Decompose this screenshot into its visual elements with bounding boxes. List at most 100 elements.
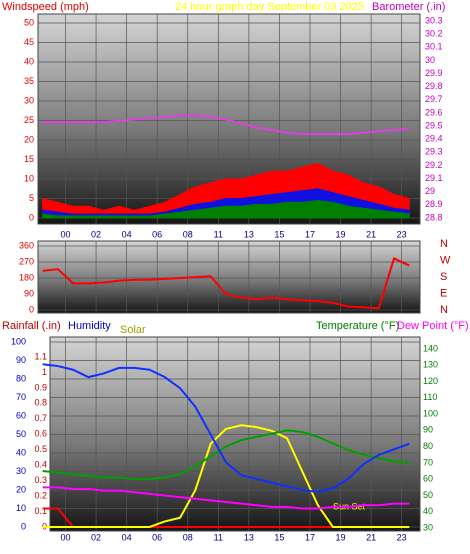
axis-title: Barometer (.in) <box>372 1 445 13</box>
y-tick-label: 270 <box>19 256 34 266</box>
y-tick-label: 50 <box>423 490 433 500</box>
y-tick-label: 29.8 <box>425 81 443 91</box>
x-tick-label: 17 <box>305 532 315 542</box>
line <box>42 429 410 481</box>
x-tick-label: 15 <box>274 532 284 542</box>
y-tick-label: 70 <box>16 392 26 402</box>
y-tick-label: 0.5 <box>34 444 47 454</box>
area <box>42 199 410 219</box>
y-tick-label: 70 <box>423 457 433 467</box>
x-tick-label: 23 <box>397 532 407 542</box>
y-tick-label: 15 <box>24 154 34 164</box>
y-tick-label: 0.6 <box>34 429 47 439</box>
y-tick-label: 0.8 <box>34 398 47 408</box>
y-tick-label: 28.9 <box>425 199 443 209</box>
line <box>42 424 410 528</box>
axis-title: Rainfall (.in) <box>2 320 61 332</box>
x-tick-label: 11 <box>214 229 223 239</box>
y-tick-label: N <box>440 238 448 250</box>
y-tick-label: E <box>440 287 447 299</box>
y-tick-label: 29.4 <box>425 134 443 144</box>
y-tick-label: 30 <box>425 55 435 65</box>
y-tick-label: 110 <box>423 392 437 402</box>
chart-title: 24 hour graph day September 03 2025 <box>175 1 364 13</box>
y-tick-label: 0.9 <box>34 382 47 392</box>
y-tick-label: 10 <box>24 173 34 183</box>
axis-title: Windspeed (mph) <box>2 1 89 13</box>
y-tick-label: 100 <box>11 336 26 346</box>
y-tick-label: 90 <box>423 425 433 435</box>
solar-label: Solar <box>120 324 146 336</box>
y-tick-label: 29.7 <box>425 94 443 104</box>
x-tick-label: 19 <box>336 229 346 239</box>
y-tick-label: 100 <box>423 408 438 418</box>
x-tick-label: 00 <box>60 532 70 542</box>
y-tick-label: 50 <box>16 429 26 439</box>
y-tick-label: 29.5 <box>425 120 443 130</box>
x-tick-label: 04 <box>122 229 132 239</box>
y-tick-label: S <box>440 271 447 283</box>
y-tick-label: 20 <box>24 134 34 144</box>
y-tick-label: 25 <box>24 115 34 125</box>
line <box>42 114 410 135</box>
y-tick-label: 0.1 <box>34 506 47 516</box>
y-tick-label: 120 <box>423 376 438 386</box>
y-tick-label: 30.3 <box>425 15 443 25</box>
x-tick-label: 21 <box>366 532 376 542</box>
y-tick-label: 29.6 <box>425 107 443 117</box>
x-tick-label: 17 <box>305 229 315 239</box>
y-tick-label: 30 <box>423 522 433 532</box>
y-tick-label: 29.2 <box>425 160 443 170</box>
x-tick-label: 19 <box>336 532 346 542</box>
y-tick-label: 35 <box>24 76 34 86</box>
x-tick-label: 06 <box>152 532 162 542</box>
y-tick-label: 40 <box>423 506 433 516</box>
y-tick-label: 0.2 <box>34 490 47 500</box>
y-tick-label: 0 <box>21 521 26 531</box>
y-tick-label: 0 <box>29 212 34 222</box>
x-tick-label: 21 <box>366 229 376 239</box>
y-tick-label: 10 <box>16 503 26 513</box>
y-tick-label: W <box>440 254 451 266</box>
y-tick-label: N <box>440 304 448 316</box>
x-tick-label: 02 <box>91 229 101 239</box>
x-tick-label: 11 <box>214 532 223 542</box>
y-tick-label: 0.7 <box>34 413 47 423</box>
axis-title: Temperature (°F) <box>316 320 399 332</box>
y-tick-label: 5 <box>29 193 34 203</box>
y-tick-label: 30.1 <box>425 42 443 52</box>
x-tick-label: 13 <box>244 229 254 239</box>
y-tick-label: 80 <box>16 373 26 383</box>
y-tick-label: 360 <box>19 240 34 250</box>
y-tick-label: 0 <box>29 304 34 314</box>
y-tick-label: 29.3 <box>425 147 443 157</box>
line <box>42 257 410 310</box>
dew-point-label: Dew Point (°F) <box>397 320 469 332</box>
y-tick-label: 0.4 <box>34 460 47 470</box>
y-tick-label: 140 <box>423 343 438 353</box>
x-tick-label: 06 <box>152 229 162 239</box>
axis-title: Humidity <box>68 320 111 332</box>
y-tick-label: 90 <box>16 355 26 365</box>
x-tick-label: 13 <box>244 532 254 542</box>
x-tick-label: 23 <box>397 229 407 239</box>
plot-background <box>37 240 421 314</box>
x-tick-label: 00 <box>60 229 70 239</box>
y-tick-label: 50 <box>24 17 34 27</box>
line <box>42 486 410 510</box>
y-tick-label: 130 <box>423 360 438 370</box>
y-tick-label: 30 <box>24 95 34 105</box>
y-tick-label: 90 <box>24 288 34 298</box>
y-tick-label: 29.9 <box>425 68 443 78</box>
x-tick-label: 04 <box>122 532 132 542</box>
y-tick-label: 60 <box>16 410 26 420</box>
y-tick-label: 1 <box>42 367 47 377</box>
y-tick-label: 40 <box>16 447 26 457</box>
line <box>42 363 410 493</box>
y-tick-label: 45 <box>24 37 34 47</box>
x-tick-label: 08 <box>183 532 193 542</box>
y-tick-label: 1.1 <box>34 351 47 361</box>
y-tick-label: 29 <box>425 186 435 196</box>
y-tick-label: 180 <box>19 272 34 282</box>
